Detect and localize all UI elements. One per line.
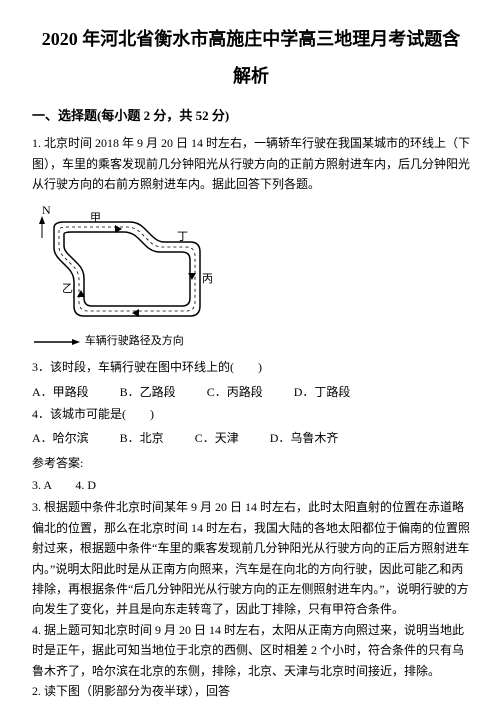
question-1-intro: 1. 北京时间 2018 年 9 月 20 日 14 时左右，一辆轿车行驶在我国…: [32, 133, 470, 194]
diagram-arrow-label: 车辆行驶路径及方向: [32, 332, 212, 351]
answer-line: 3. A 4. D: [32, 475, 470, 495]
q3-option-a: A．甲路段: [32, 382, 89, 402]
q4-option-b: B．北京: [120, 428, 164, 448]
road-label-yi: 乙: [62, 282, 73, 295]
question-4-text: 4．该城市可能是( ): [32, 404, 470, 424]
ring-road-diagram: N 甲 丁 丙 乙 车辆行驶路径及方向: [32, 200, 212, 351]
arrow-icon: [32, 337, 82, 347]
q4-option-a: A．哈尔滨: [32, 428, 89, 448]
road-label-jia: 甲: [90, 212, 101, 224]
arrow-label-text: 车辆行驶路径及方向: [85, 335, 184, 347]
north-label: N: [42, 203, 51, 217]
q4-option-c: C．天津: [195, 428, 239, 448]
answer-label: 参考答案:: [32, 453, 470, 473]
explanation-4: 4. 据上题可知北京时间 9 月 20 日 14 时左右，太阳从正南方向照过来，…: [32, 620, 470, 681]
section-header: 一、选择题(每小题 2 分，共 52 分): [32, 105, 470, 127]
q3-option-d: D．丁路段: [294, 382, 351, 402]
q3-option-b: B．乙路段: [120, 382, 176, 402]
page-title: 2020 年河北省衡水市高施庄中学高三地理月考试题含: [32, 24, 470, 55]
diagram-svg: N 甲 丁 丙 乙: [32, 200, 212, 330]
question-2-text: 2. 读下图（阴影部分为夜半球），回答: [32, 681, 470, 701]
q4-option-d: D．乌鲁木齐: [270, 428, 339, 448]
road-label-bing: 丙: [202, 273, 212, 285]
question-4-options: A．哈尔滨 B．北京 C．天津 D．乌鲁木齐: [32, 428, 470, 448]
explanation-3: 3. 根据题中条件北京时间某年 9 月 20 日 14 时左右，此时太阳直射的位…: [32, 497, 470, 619]
q3-option-c: C．丙路段: [207, 382, 263, 402]
question-3-text: 3．该时段，车辆行驶在图中环线上的( ): [32, 357, 470, 377]
question-3-options: A．甲路段 B．乙路段 C．丙路段 D．丁路段: [32, 382, 470, 402]
road-label-ding: 丁: [177, 231, 188, 243]
page-subtitle: 解析: [32, 61, 470, 92]
